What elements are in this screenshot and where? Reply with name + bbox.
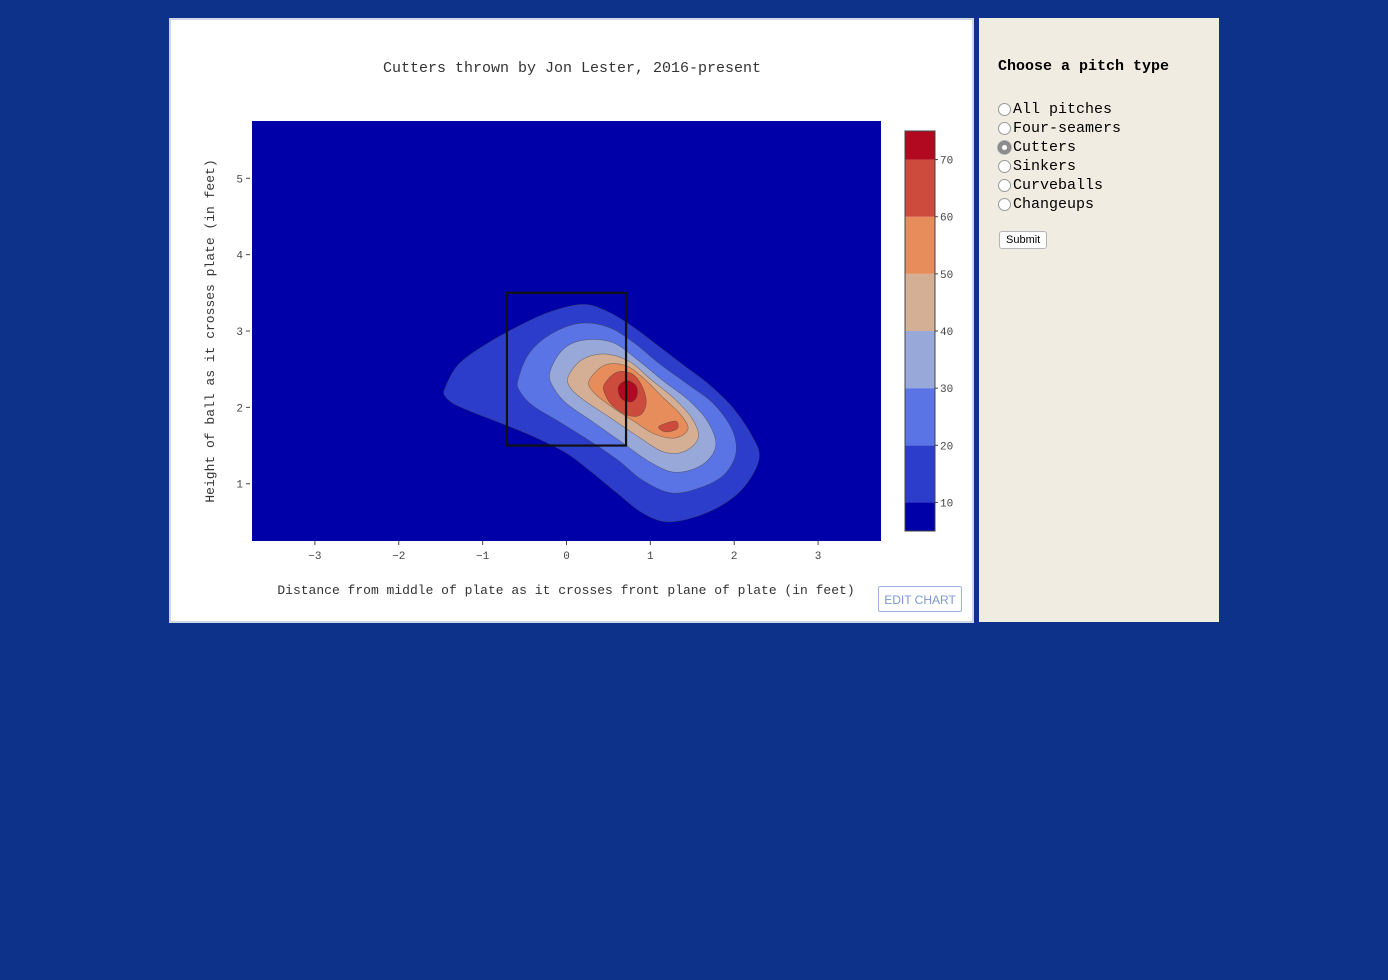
colorbar-band: [905, 331, 935, 389]
pitch-type-options: All pitches Four-seamers Cutters Sinkers Cur…: [998, 100, 1121, 214]
colorbar-band: [905, 159, 935, 217]
radio-option-label: Four-seamers: [1013, 120, 1122, 137]
radio-option-label: Sinkers: [1013, 158, 1077, 175]
strike-zone-layer: [505, 291, 628, 447]
x-tick-label: −1: [476, 551, 490, 563]
colorbar-band: [905, 502, 935, 531]
contour-level-60: [658, 420, 679, 433]
radio-option-curveballs[interactable]: Curveballs: [998, 176, 1121, 195]
colorbar-tick-label: 60: [940, 213, 953, 225]
colorbar-band: [905, 445, 935, 503]
radio-button-icon[interactable]: [998, 198, 1011, 211]
radio-button-icon[interactable]: [998, 122, 1011, 135]
colorbar-band: [905, 216, 935, 274]
chart-panel: Cutters thrown by Jon Lester, 2016-prese…: [169, 18, 974, 623]
radio-option-four-seamers[interactable]: Four-seamers: [998, 119, 1121, 138]
panel-title: Choose a pitch type: [998, 58, 1170, 75]
colorbar-band: [905, 388, 935, 446]
chart-title: Cutters thrown by Jon Lester, 2016-prese…: [383, 60, 761, 77]
colorbar-band: [905, 273, 935, 331]
colorbar-tick-label: 20: [940, 441, 953, 453]
colorbar-tick-label: 70: [940, 156, 953, 168]
colorbar: 10 20 30 40 50 60 70: [904, 130, 953, 532]
y-tick-label: 3: [236, 327, 243, 339]
pitch-type-panel: Choose a pitch type All pitches Four-seam…: [979, 18, 1219, 622]
radio-option-label: Changeups: [1013, 196, 1095, 213]
submit-button[interactable]: Submit: [999, 231, 1048, 249]
radio-option-changeups[interactable]: Changeups: [998, 195, 1121, 214]
radio-option-cutters[interactable]: Cutters: [998, 138, 1121, 157]
x-tick-label: −3: [308, 551, 321, 563]
radio-option-label: Cutters: [1013, 139, 1077, 156]
y-tick-label: 4: [236, 251, 243, 263]
contour-chart: Cutters thrown by Jon Lester, 2016-prese…: [203, 60, 953, 598]
radio-option-label: All pitches: [1013, 101, 1113, 118]
y-tick-label: 5: [236, 174, 243, 186]
radio-button-icon[interactable]: [998, 160, 1011, 173]
y-tick-label: 2: [236, 403, 243, 415]
colorbar-tick-label: 50: [940, 270, 953, 282]
strike-zone: [505, 291, 628, 447]
x-axis-label: Distance from middle of plate as it cros…: [277, 583, 854, 598]
x-tick-label: 2: [731, 551, 738, 563]
radio-option-all-pitches[interactable]: All pitches: [998, 100, 1121, 119]
radio-button-icon[interactable]: [998, 141, 1011, 154]
radio-option-sinkers[interactable]: Sinkers: [998, 157, 1121, 176]
radio-button-icon[interactable]: [998, 103, 1011, 116]
edit-chart-button[interactable]: EDIT CHART: [878, 586, 962, 612]
y-axis-label: Height of ball as it crosses plate (in f…: [203, 159, 218, 502]
x-tick-label: −2: [392, 551, 405, 563]
radio-button-icon[interactable]: [998, 179, 1011, 192]
x-tick-label: 0: [563, 551, 570, 563]
axes: −3 −2 −1 0 1 2 3 1 2 3 4 5: [236, 174, 821, 563]
colorbar-band: [905, 131, 935, 160]
radio-option-label: Curveballs: [1013, 177, 1104, 194]
plot-area: [252, 121, 881, 541]
colorbar-tick-label: 30: [940, 384, 953, 396]
x-tick-label: 3: [815, 551, 822, 563]
colorbar-tick-label: 40: [940, 327, 953, 339]
x-tick-label: 1: [647, 551, 654, 563]
colorbar-tick-label: 10: [940, 498, 953, 510]
y-tick-label: 1: [236, 480, 243, 492]
